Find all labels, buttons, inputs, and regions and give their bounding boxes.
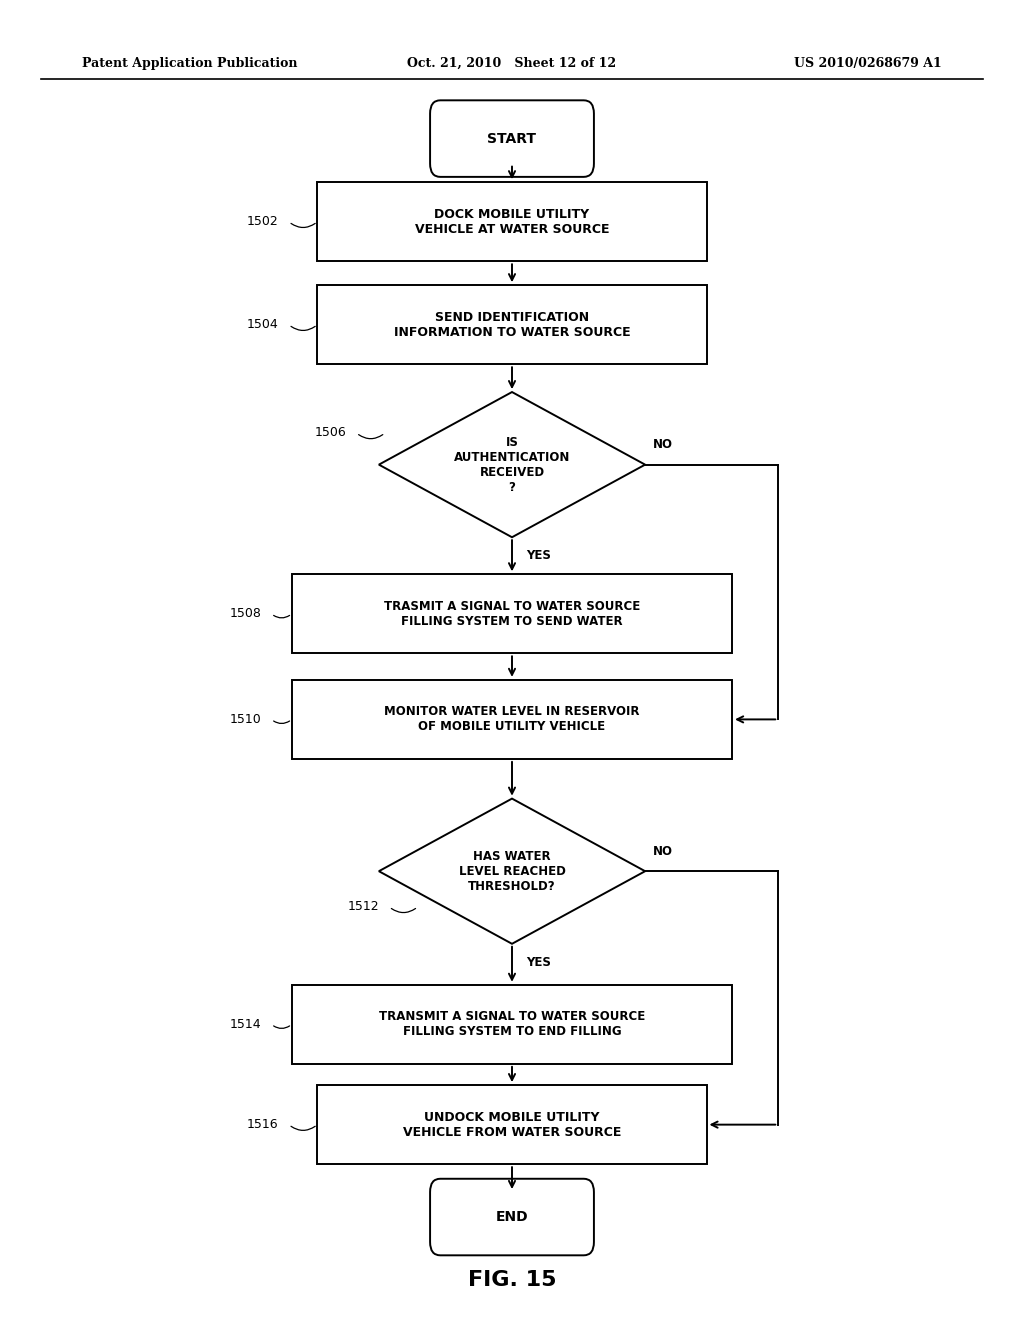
Text: DOCK MOBILE UTILITY
VEHICLE AT WATER SOURCE: DOCK MOBILE UTILITY VEHICLE AT WATER SOU… [415,207,609,236]
Text: END: END [496,1210,528,1224]
Text: NO: NO [653,438,674,451]
Text: 1508: 1508 [229,607,261,620]
Text: HAS WATER
LEVEL REACHED
THRESHOLD?: HAS WATER LEVEL REACHED THRESHOLD? [459,850,565,892]
Text: SEND IDENTIFICATION
INFORMATION TO WATER SOURCE: SEND IDENTIFICATION INFORMATION TO WATER… [393,310,631,339]
FancyBboxPatch shape [430,100,594,177]
Text: 1514: 1514 [229,1018,261,1031]
Bar [292,985,732,1064]
Text: 1504: 1504 [247,318,279,331]
Text: Oct. 21, 2010   Sheet 12 of 12: Oct. 21, 2010 Sheet 12 of 12 [408,57,616,70]
Text: 1510: 1510 [229,713,261,726]
Text: YES: YES [526,956,551,969]
Text: 1512: 1512 [347,900,379,913]
Bar [317,182,707,261]
Text: 1516: 1516 [247,1118,279,1131]
Polygon shape [379,392,645,537]
Bar [292,574,732,653]
Text: FIG. 15: FIG. 15 [468,1270,556,1291]
Bar [292,680,732,759]
Text: UNDOCK MOBILE UTILITY
VEHICLE FROM WATER SOURCE: UNDOCK MOBILE UTILITY VEHICLE FROM WATER… [402,1110,622,1139]
Bar [317,285,707,364]
Text: TRANSMIT A SIGNAL TO WATER SOURCE
FILLING SYSTEM TO END FILLING: TRANSMIT A SIGNAL TO WATER SOURCE FILLIN… [379,1010,645,1039]
Text: 1502: 1502 [247,215,279,228]
Text: Patent Application Publication: Patent Application Publication [82,57,297,70]
Text: IS
AUTHENTICATION
RECEIVED
?: IS AUTHENTICATION RECEIVED ? [454,436,570,494]
Polygon shape [379,799,645,944]
Text: START: START [487,132,537,145]
Bar [317,1085,707,1164]
FancyBboxPatch shape [430,1179,594,1255]
Text: 1506: 1506 [314,426,346,440]
Text: NO: NO [653,845,674,858]
Text: YES: YES [526,549,551,562]
Text: US 2010/0268679 A1: US 2010/0268679 A1 [795,57,942,70]
Text: MONITOR WATER LEVEL IN RESERVOIR
OF MOBILE UTILITY VEHICLE: MONITOR WATER LEVEL IN RESERVOIR OF MOBI… [384,705,640,734]
Text: TRASMIT A SIGNAL TO WATER SOURCE
FILLING SYSTEM TO SEND WATER: TRASMIT A SIGNAL TO WATER SOURCE FILLING… [384,599,640,628]
